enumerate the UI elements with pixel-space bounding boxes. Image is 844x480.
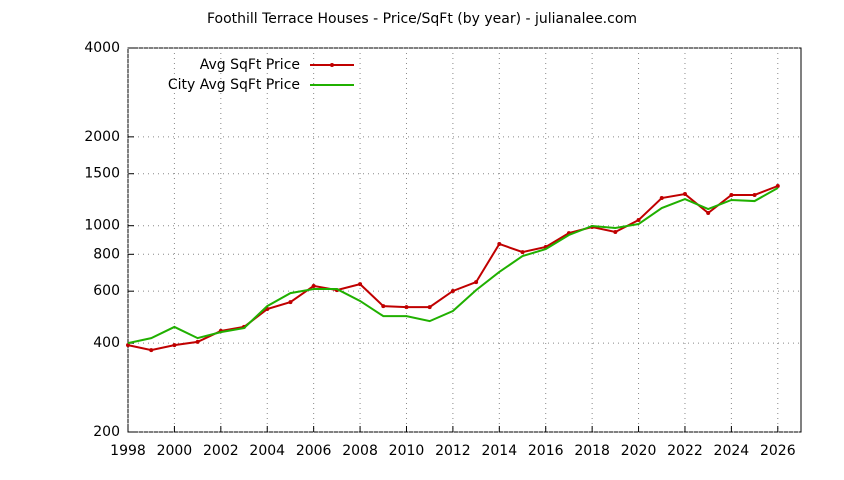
y-tick-label: 200 <box>93 424 120 440</box>
series-line <box>127 187 779 345</box>
point <box>358 282 363 287</box>
x-tick-label: 1998 <box>110 443 146 459</box>
x-tick-label: 2010 <box>389 443 425 459</box>
point <box>149 348 154 353</box>
x-tick-label: 2004 <box>249 443 285 459</box>
point <box>775 184 780 189</box>
point <box>520 250 525 255</box>
plot-frame <box>127 47 802 433</box>
legend-marker <box>330 63 334 67</box>
chart-title: Foothill Terrace Houses - Price/SqFt (by… <box>207 11 637 27</box>
x-tick-label: 2002 <box>203 443 239 459</box>
point <box>613 230 618 235</box>
y-tick-label: 2000 <box>84 129 120 145</box>
point <box>659 196 664 201</box>
y-tick-label: 1000 <box>84 218 120 234</box>
x-tick-label: 2016 <box>528 443 564 459</box>
point <box>195 339 200 344</box>
y-tick-label: 800 <box>93 246 120 262</box>
point <box>682 192 687 197</box>
point <box>752 192 757 197</box>
point <box>311 283 316 288</box>
point <box>474 280 479 285</box>
x-tick-label: 2012 <box>435 443 471 459</box>
point <box>172 343 177 348</box>
x-tick-label: 2006 <box>296 443 332 459</box>
y-tick-label: 400 <box>93 335 120 351</box>
x-tick-label: 2014 <box>481 443 517 459</box>
point <box>288 300 293 305</box>
point <box>381 304 386 309</box>
point <box>706 211 711 216</box>
legend-label: City Avg SqFt Price <box>168 77 300 93</box>
x-tick-label: 2022 <box>667 443 703 459</box>
x-tick-label: 2026 <box>760 443 796 459</box>
point <box>427 305 432 310</box>
x-tick-label: 2024 <box>714 443 750 459</box>
point <box>497 241 502 246</box>
point <box>404 305 409 310</box>
x-tick-label: 2008 <box>342 443 378 459</box>
point <box>636 218 641 223</box>
y-tick-label: 1500 <box>84 166 120 182</box>
point <box>126 343 130 348</box>
x-tick-label: 2020 <box>621 443 657 459</box>
legend-label: Avg SqFt Price <box>200 57 300 73</box>
x-tick-label: 2018 <box>574 443 610 459</box>
y-tick-label: 600 <box>93 283 120 299</box>
y-tick-label: 4000 <box>84 40 120 56</box>
point <box>729 192 734 197</box>
x-tick-label: 2000 <box>157 443 193 459</box>
point <box>450 288 455 293</box>
